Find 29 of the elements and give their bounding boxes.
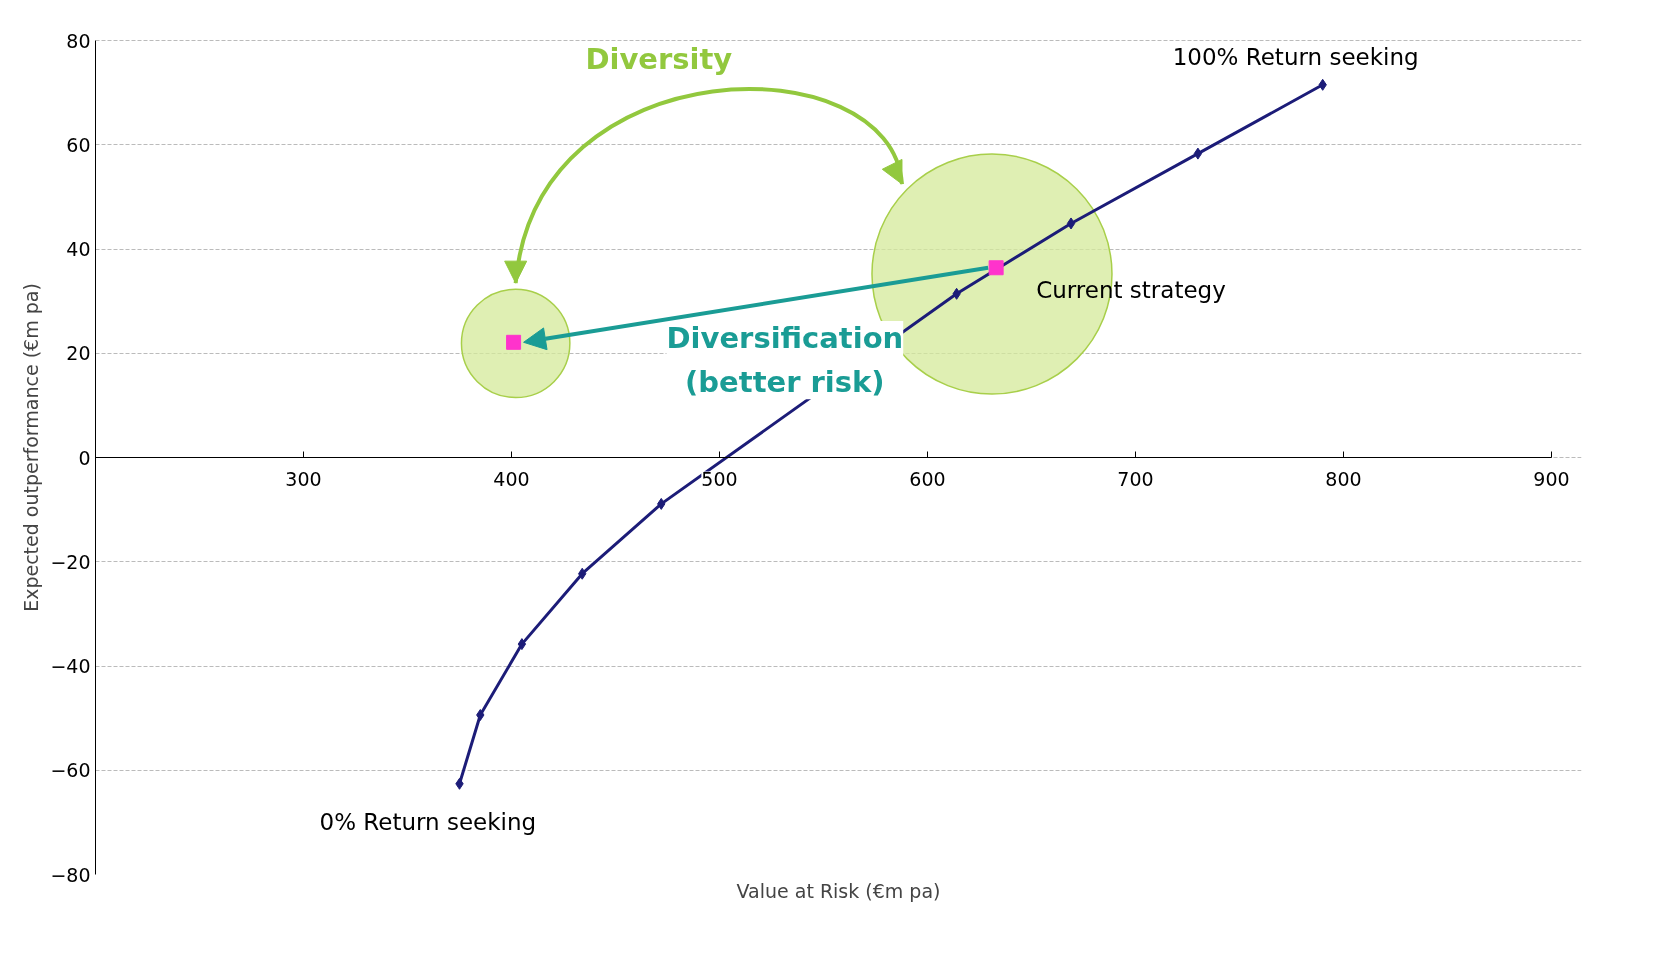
annotation: 0% Return seeking [319, 808, 537, 835]
point [1193, 147, 1203, 160]
x-tick-label: 500 [701, 467, 738, 490]
x-tick-label: 900 [1533, 467, 1570, 490]
y-tick-label: −20 [50, 550, 91, 573]
y-tick-label: 80 [66, 29, 91, 52]
annotation: Diversification (better risk) [666, 320, 904, 400]
y-tick-label: −80 [50, 863, 91, 886]
annotation: 100% Return seeking [1172, 43, 1419, 70]
x-tick-label: 400 [493, 467, 530, 490]
y-tick-label: 0 [78, 446, 91, 469]
point [1066, 217, 1076, 230]
y-axis-title: Expected outperformance (€m pa) [20, 283, 43, 612]
x-tick-label: 300 [285, 467, 322, 490]
y-tick-label: −40 [50, 655, 91, 677]
x-tick-label: 600 [909, 467, 946, 490]
y-tick-label: 40 [66, 238, 91, 260]
x-tick-label: 700 [1117, 467, 1154, 490]
annotation: Current strategy [1036, 276, 1226, 303]
x-tick-label: 800 [1325, 467, 1362, 490]
annotation: Diversity [585, 42, 733, 77]
y-tick-label: 20 [66, 342, 91, 365]
x-axis-title: Value at Risk (€m pa) [736, 879, 941, 902]
point [517, 638, 527, 651]
point [988, 260, 1004, 276]
y-tick-label: 60 [66, 133, 91, 156]
point [506, 334, 522, 350]
point [476, 709, 485, 721]
y-tick-label: −60 [50, 759, 91, 782]
